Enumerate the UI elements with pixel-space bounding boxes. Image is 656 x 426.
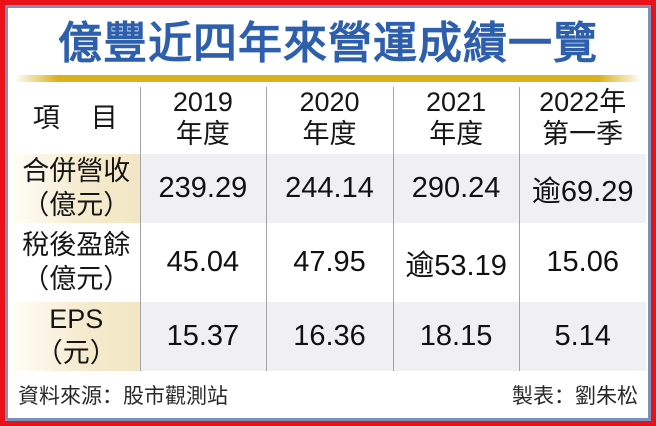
header-col-2019-year: 2019 [172, 87, 233, 118]
column-divider-3 [392, 87, 394, 372]
content-area: 億豐近四年來營運成績一覽 項 目 2019 年度 2020 年度 2021 年 [5, 5, 651, 421]
column-divider-2 [266, 87, 268, 372]
net-profit-2019-value: 45.04 [166, 246, 240, 279]
row-label-net-profit: 稅後盈餘 （億元） [13, 228, 140, 297]
table-header-row: 項 目 2019 年度 2020 年度 2021 年度 2022年 第一季 [13, 87, 646, 149]
header-col-2020-period: 年度 [302, 119, 357, 150]
footer: 資料來源：股市觀測站 製表：劉朱松 [18, 380, 638, 410]
header-item-label: 項 目 [32, 103, 120, 134]
table-row-eps: EPS （元） 15.37 16.36 18.15 5.14 [13, 302, 646, 372]
column-divider-4 [519, 87, 521, 372]
header-col-2022q1-year: 2022年 [539, 87, 627, 118]
footer-credit: 製表：劉朱松 [512, 385, 638, 409]
header-col-2020-year: 2020 [299, 87, 360, 118]
header-col-2022q1: 2022年 第一季 [519, 87, 646, 151]
row-label-revenue: 合併營收 （億元） [13, 154, 140, 224]
row-label-revenue-name: 合併營收 [22, 156, 131, 187]
revenue-2022q1-value: 逾69.29 [519, 154, 646, 224]
net-profit-2020-value: 47.95 [293, 246, 366, 279]
header-col-2021-year: 2021 [426, 87, 487, 118]
header-col-2019-period: 年度 [175, 119, 230, 150]
eps-2021-value: 18.15 [392, 302, 520, 372]
page-title: 億豐近四年來營運成績一覽 [58, 19, 598, 68]
revenue-2019-value: 239.29 [139, 154, 267, 224]
eps-2019-value: 15.37 [139, 302, 267, 372]
net-profit-2021-value: 逾53.19 [405, 249, 507, 282]
net-profit-2022q1-value: 15.06 [546, 246, 619, 279]
header-col-2021-period: 年度 [429, 119, 484, 150]
row-label-eps-unit: （元） [35, 337, 117, 368]
row-label-revenue-unit: （億元） [22, 189, 131, 220]
row-label-eps-name: EPS [49, 304, 104, 335]
gold-divider [14, 75, 642, 83]
revenue-2021-value: 290.24 [392, 154, 520, 224]
eps-2020-value: 16.36 [266, 302, 393, 372]
header-col-2022q1-period: 第一季 [542, 119, 624, 150]
table-row-revenue: 合併營收 （億元） 239.29 244.14 290.24 逾69.29 [13, 154, 646, 224]
row-label-eps: EPS （元） [13, 302, 140, 372]
eps-2022q1-value: 5.14 [519, 302, 646, 372]
column-divider-1 [139, 87, 141, 372]
header-col-2020: 2020 年度 [266, 87, 393, 151]
table-row-net-profit: 稅後盈餘 （億元） 45.04 47.95 逾53.19 15.06 [13, 228, 646, 297]
header-col-2019: 2019 年度 [140, 87, 267, 151]
revenue-2020-value: 244.14 [266, 154, 393, 224]
results-table: 項 目 2019 年度 2020 年度 2021 年度 2022年 第一季 [13, 87, 646, 372]
footer-source: 資料來源：股市觀測站 [18, 385, 228, 409]
header-col-2021: 2021 年度 [393, 87, 520, 151]
row-label-net-profit-unit: （億元） [22, 263, 131, 294]
row-label-net-profit-name: 稅後盈餘 [22, 230, 131, 261]
